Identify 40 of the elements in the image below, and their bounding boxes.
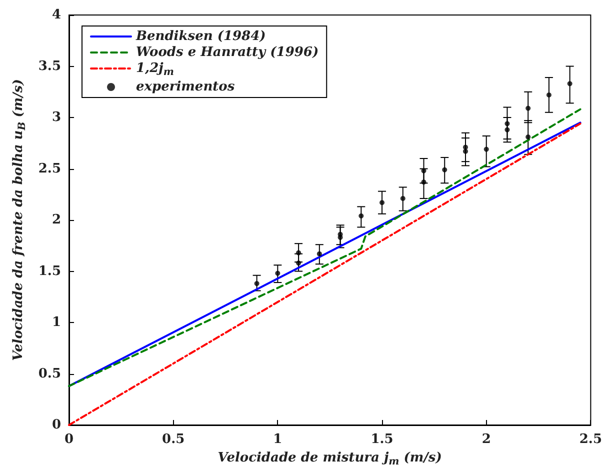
point xyxy=(421,180,426,185)
legend-label: experimentos xyxy=(136,80,236,94)
x-tick-label: 2 xyxy=(482,432,491,447)
point xyxy=(254,281,260,286)
point xyxy=(442,167,448,172)
point xyxy=(462,148,468,154)
point xyxy=(400,196,406,201)
legend-label: Woods e Hanratty (1996) xyxy=(136,45,319,60)
point xyxy=(484,146,489,152)
point xyxy=(546,92,552,98)
x-tick-label: 1.5 xyxy=(370,432,394,447)
y-tick-label: 1 xyxy=(52,315,61,330)
x-tick-label: 0 xyxy=(64,432,74,447)
point xyxy=(504,121,510,126)
y-tick-label: 1.5 xyxy=(38,264,61,279)
point xyxy=(316,251,322,256)
y-tick-label: 2.5 xyxy=(38,161,61,176)
point xyxy=(380,200,385,206)
point xyxy=(526,106,531,111)
point xyxy=(275,270,280,276)
y-tick-label: 0 xyxy=(52,418,61,432)
y-tick-label: 4 xyxy=(52,8,61,22)
point xyxy=(338,234,343,240)
y-tick-label: 3.5 xyxy=(38,58,61,74)
point xyxy=(296,260,302,266)
y-tick-label: 2 xyxy=(52,212,61,228)
y-axis-title: Velocidade da frente da bolha uB (m/s) xyxy=(10,79,28,361)
x-tick-label: 0.5 xyxy=(162,432,185,447)
point xyxy=(296,250,302,256)
y-tick-label: 3 xyxy=(52,110,61,125)
point xyxy=(526,134,531,140)
point xyxy=(421,168,426,174)
legend-label: Bendiksen (1984) xyxy=(135,29,266,44)
x-tick-label: 1 xyxy=(273,432,282,447)
point xyxy=(567,81,572,86)
point xyxy=(504,127,510,132)
y-tick-label: 0.5 xyxy=(38,366,61,382)
x-tick-label: 2.5 xyxy=(579,432,602,447)
point xyxy=(462,144,468,150)
point xyxy=(358,213,364,218)
